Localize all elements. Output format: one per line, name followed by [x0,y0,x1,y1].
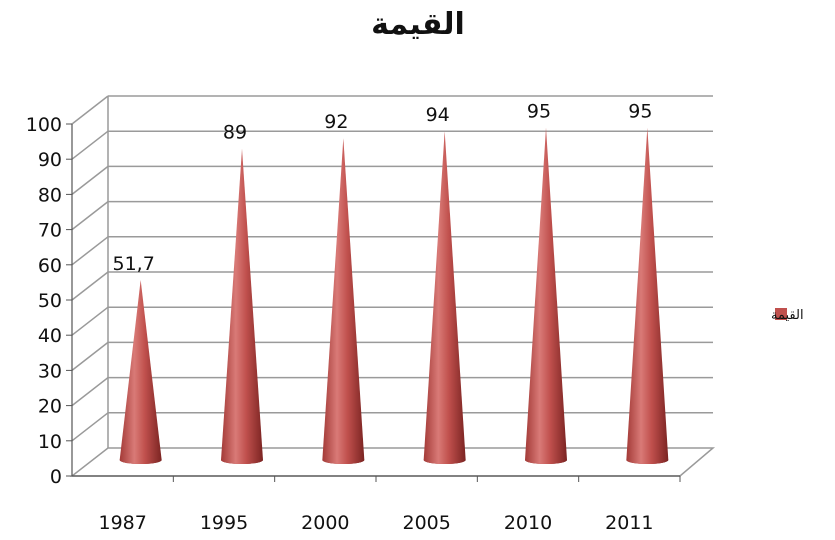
gridline-side [71,201,109,231]
y-tick-label: 10 [38,431,62,453]
legend-label: القيمة [771,308,804,323]
y-tick-label: 100 [26,114,62,136]
data-labels: 51,7 89 92 94 95 95 [113,101,653,275]
data-label: 89 [223,122,247,144]
cone-2011 [626,127,669,464]
data-label: 95 [527,101,551,123]
data-label: 95 [628,101,652,123]
cone-2005 [423,131,466,464]
x-axis-ticks: 1987 1995 2000 2005 2010 2011 [98,512,653,534]
gridline-side [71,95,109,125]
cone-body [322,138,365,464]
chart-title: القيمة [371,7,465,42]
legend-swatch [775,308,787,320]
gridline-side [71,236,109,266]
y-tick-label: 0 [50,466,62,488]
y-tick-label: 60 [38,255,62,277]
cone-1987 [119,280,162,464]
gridline-side [71,165,109,195]
x-tick-label: 2000 [301,512,349,534]
y-tick-label: 80 [38,184,62,206]
data-label: 51,7 [113,253,155,275]
x-tick-label: 1995 [200,512,248,534]
gridline-side [71,341,109,371]
series-cones [119,127,669,464]
y-axis-ticks: 0 10 20 30 40 50 60 70 80 90 100 [26,114,62,488]
x-tick-label: 2010 [504,512,552,534]
x-tick-label: 2005 [402,512,450,534]
x-tick-label: 2011 [605,512,653,534]
y-tick-label: 30 [38,360,62,382]
gridline-side [71,130,109,160]
data-label: 94 [426,104,450,126]
axes [66,123,681,482]
cone-2010 [525,127,567,464]
cone-2000 [322,138,365,464]
gridline-side [71,271,109,301]
x-tick-label: 1987 [98,512,146,534]
cone-body [525,127,567,464]
cone-body [221,148,263,464]
grid [69,95,716,477]
cone-body [119,280,162,464]
cone-body [626,127,669,464]
data-label: 92 [324,111,348,133]
y-tick-label: 50 [38,290,62,312]
floor [69,447,716,477]
gridline-side [71,412,109,442]
y-tick-label: 70 [38,220,62,242]
y-tick-label: 20 [38,396,62,418]
gridline-side [71,377,109,407]
y-tick-label: 90 [38,149,62,171]
cone-body [423,131,466,464]
gridline-side [71,306,109,336]
cone-1995 [221,148,263,464]
legend: القيمة [771,308,804,323]
y-tick-label: 40 [38,325,62,347]
